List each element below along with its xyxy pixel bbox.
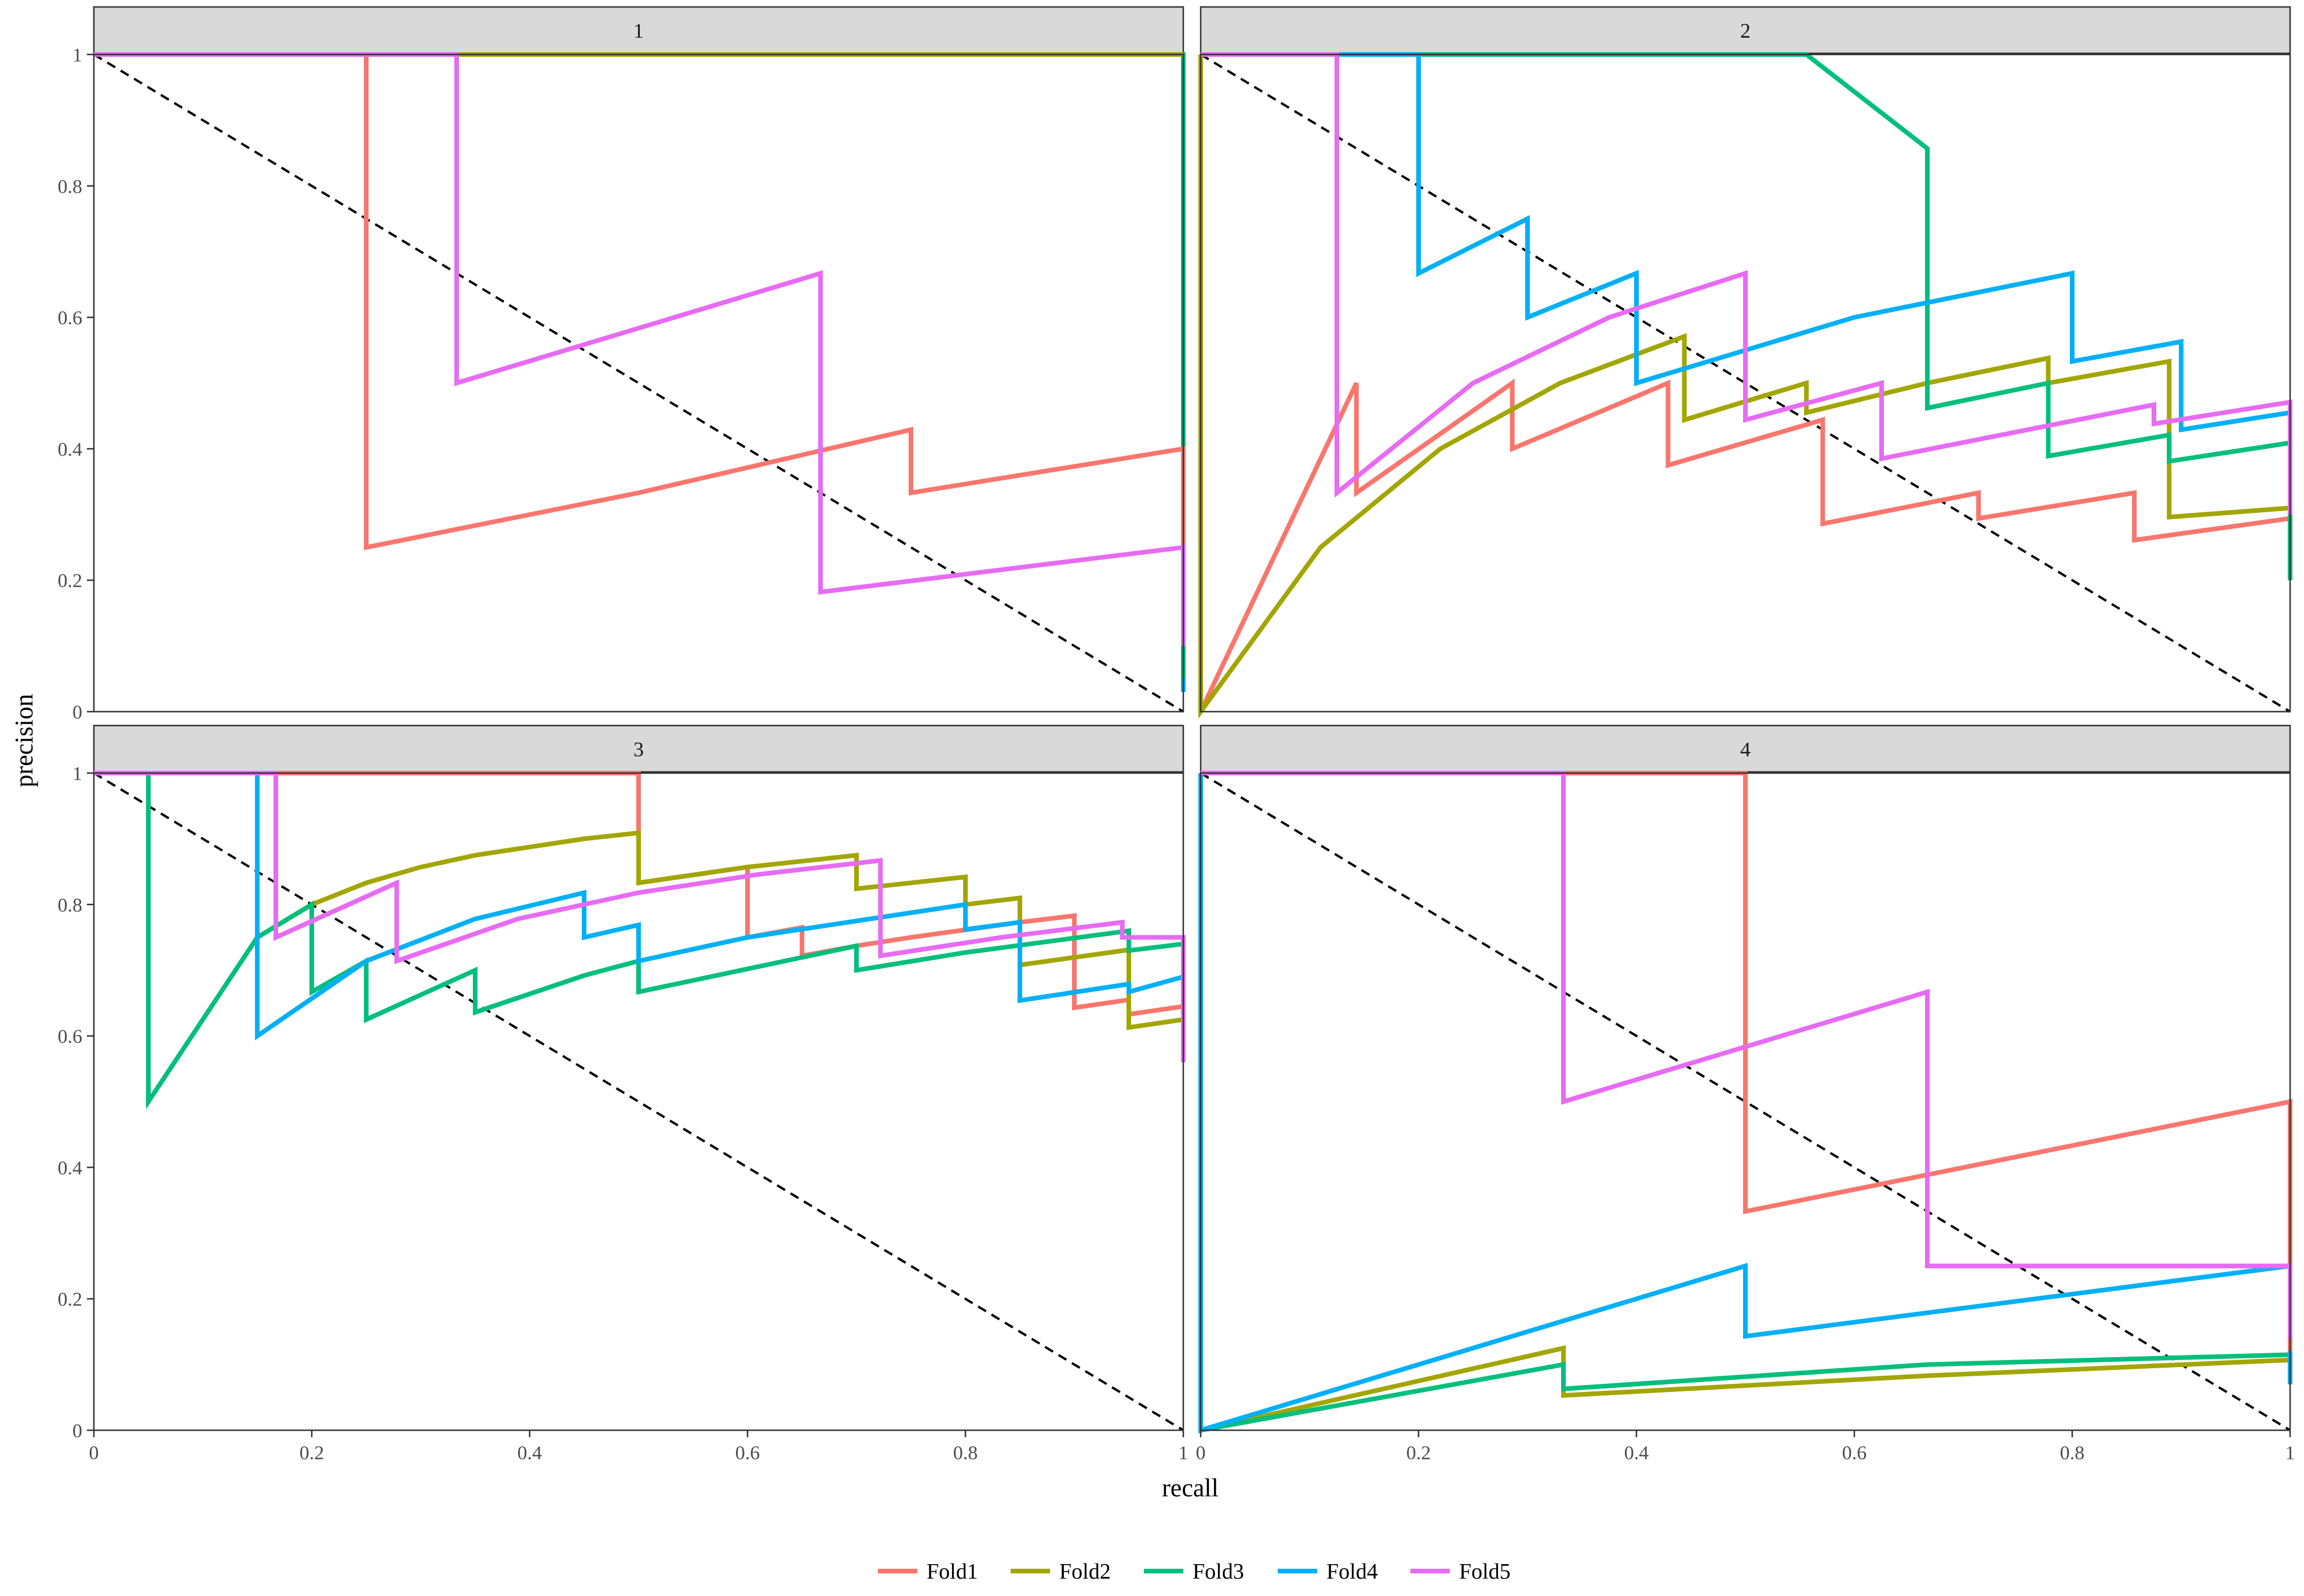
legend-item-fold5: Fold5 — [1410, 1559, 1511, 1584]
series-line-fold5 — [94, 771, 1186, 1062]
y-axis-title: precision — [10, 694, 38, 787]
x-tick-label: 0 — [1196, 1442, 1206, 1464]
y-tick-label: 0.4 — [58, 439, 83, 460]
facet-strip — [1200, 6, 2291, 54]
y-tick-label: 0.6 — [58, 308, 83, 329]
legend-label: Fold2 — [1059, 1559, 1111, 1584]
series-line-fold1 — [1198, 378, 2292, 713]
x-tick-label: 1 — [2285, 1442, 2295, 1464]
y-tick-label: 0 — [72, 1420, 82, 1442]
facet-panel-1: 1 0 0.2 0.4 0.6 0.8 1 — [58, 6, 1186, 723]
x-tick-label: 0.6 — [735, 1442, 760, 1464]
x-tick-label: 0 — [89, 1442, 99, 1464]
x-tick-label: 0.4 — [1624, 1442, 1649, 1464]
reference-diagonal-line — [1200, 772, 2291, 1431]
x-tick-label: 0.2 — [300, 1442, 325, 1464]
y-tick-label: 0.6 — [58, 1026, 83, 1048]
x-tick-label: 0.4 — [517, 1442, 542, 1464]
series-line-fold2 — [1198, 54, 2292, 719]
reference-diagonal-line — [1200, 53, 2291, 713]
legend-item-fold4: Fold4 — [1278, 1559, 1378, 1584]
facet-strip — [93, 6, 1184, 54]
legend-label: Fold1 — [927, 1559, 978, 1584]
y-tick-label: 0.2 — [58, 1289, 83, 1310]
x-tick-label: 1 — [1179, 1442, 1189, 1464]
series-line-fold5 — [1201, 52, 2292, 515]
x-axis-title: recall — [1162, 1474, 1219, 1502]
legend: Fold1 Fold2 Fold3 Fold4 Fold5 — [878, 1559, 1511, 1584]
x-tick-label: 0.2 — [1406, 1442, 1431, 1464]
series-line-fold2 — [94, 771, 1186, 1050]
y-tick-label: 1 — [72, 763, 82, 785]
facet-panel-4: 4 0 0.2 0.4 0.6 0.8 1 — [1196, 724, 2295, 1464]
series-line-fold3 — [94, 771, 1186, 1110]
legend-item-fold2: Fold2 — [1011, 1559, 1111, 1584]
facet-strip-label: 4 — [1740, 738, 1751, 761]
panel-border — [1200, 53, 2291, 713]
facet-strip-label: 3 — [633, 738, 644, 761]
panel-border — [93, 53, 1184, 713]
series-line-fold4 — [94, 771, 1186, 1041]
legend-label: Fold5 — [1459, 1559, 1511, 1584]
facet-strip — [1200, 724, 2291, 773]
x-tick-label: 0.6 — [1842, 1442, 1867, 1464]
facet-panel-2: 2 — [1198, 6, 2292, 719]
y-tick-label: 0.2 — [58, 570, 83, 592]
panel-border — [1200, 772, 2291, 1431]
y-tick-label: 0.8 — [58, 176, 83, 198]
panel-border — [93, 772, 1184, 1431]
y-tick-label: 0.8 — [58, 895, 83, 916]
reference-diagonal-line — [93, 53, 1184, 713]
series-line-fold3 — [1201, 52, 2292, 581]
y-tick-label: 0 — [72, 702, 82, 723]
series-line-fold1 — [94, 52, 1186, 567]
y-tick-label: 0.4 — [58, 1157, 83, 1179]
legend-label: Fold4 — [1326, 1559, 1378, 1584]
facet-strip — [93, 724, 1184, 773]
x-tick-label: 0.8 — [953, 1442, 978, 1464]
legend-item-fold1: Fold1 — [878, 1559, 978, 1584]
legend-item-fold3: Fold3 — [1144, 1559, 1244, 1584]
x-tick-label: 0.8 — [2060, 1442, 2085, 1464]
facet-strip-label: 2 — [1740, 19, 1751, 42]
facet-strip-label: 1 — [633, 19, 644, 42]
facet-panel-3: 3 0 0.2 0.4 0.6 0.8 1 0 0.2 0.4 0.6 0.8 1 — [58, 724, 1189, 1464]
legend-label: Fold3 — [1193, 1559, 1244, 1584]
y-tick-label: 1 — [72, 45, 82, 66]
